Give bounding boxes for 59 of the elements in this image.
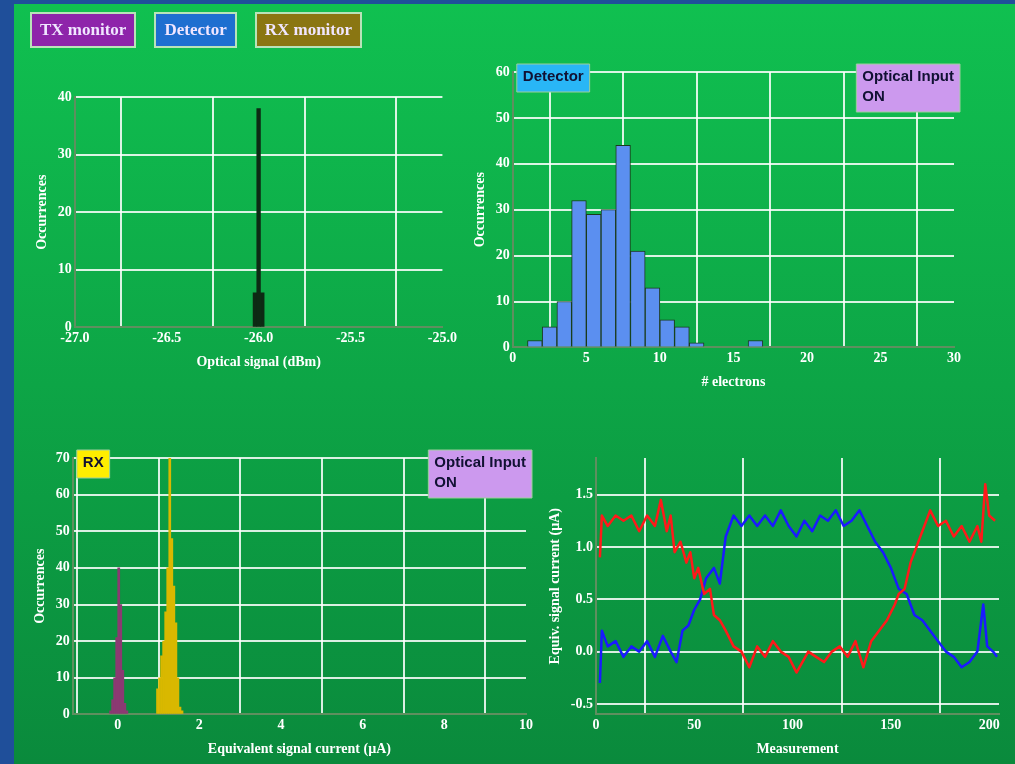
x-axis-title: Equivalent signal current (µA) — [207, 741, 392, 758]
x-tick-label: 20 — [799, 350, 814, 366]
y-tick-label: 70 — [55, 449, 70, 465]
x-tick-label: 150 — [880, 717, 902, 733]
x-tick-label: 10 — [519, 717, 533, 733]
y-tick-label: 60 — [495, 63, 510, 79]
y-tick-label: -0.5 — [570, 695, 593, 711]
x-tick-label: -26.5 — [152, 330, 182, 346]
y-tick-label: 20 — [55, 632, 70, 648]
y-axis-title: Occurrences — [472, 171, 488, 248]
y-tick-label: 20 — [57, 203, 72, 219]
annotation: Optical Input ON — [434, 452, 527, 490]
y-tick-label: 30 — [55, 596, 70, 612]
y-tick-label: 40 — [55, 559, 70, 575]
text: Detector — [154, 12, 237, 48]
x-tick-label: -26.0 — [244, 330, 274, 346]
y-tick-label: 0.5 — [575, 590, 593, 606]
x-tick-label: 5 — [582, 350, 590, 366]
x-tick-label: 30 — [947, 350, 961, 366]
y-tick-label: 30 — [495, 201, 510, 217]
y-tick-label: 10 — [57, 261, 72, 277]
x-tick-label: 6 — [359, 717, 367, 733]
x-tick-label: 8 — [440, 717, 448, 733]
y-tick-label: 0 — [62, 706, 70, 722]
y-tick-label: 20 — [495, 247, 510, 263]
x-tick-label: -25.0 — [427, 330, 457, 346]
text: TX monitor — [30, 12, 137, 48]
y-axis-title: Occurrences — [32, 548, 48, 624]
text: RX monitor — [254, 12, 363, 48]
y-axis-title: Equiv. signal current (µA) — [547, 507, 564, 665]
x-axis-title: Optical signal (dBm) — [196, 354, 322, 371]
annotation: Detector — [522, 66, 584, 84]
x-tick-label: -27.0 — [60, 330, 90, 346]
x-axis-title: # electrons — [701, 374, 766, 390]
y-tick-label: 1.0 — [575, 538, 593, 554]
y-tick-label: 40 — [57, 88, 72, 104]
y-tick-label: 50 — [495, 109, 510, 125]
x-tick-label: 15 — [726, 350, 741, 366]
y-tick-label: 30 — [57, 146, 72, 162]
x-tick-label: 25 — [873, 350, 888, 366]
y-axis-title: Occurrences — [34, 174, 50, 250]
x-tick-label: 2 — [195, 717, 203, 733]
y-tick-label: 60 — [55, 486, 70, 502]
y-tick-label: 10 — [55, 669, 70, 685]
x-tick-label: 10 — [652, 350, 667, 366]
y-tick-label: 50 — [55, 522, 70, 538]
x-tick-label: 100 — [782, 717, 804, 733]
annotation: Optical Input ON — [862, 66, 955, 104]
y-tick-label: 40 — [495, 155, 510, 171]
y-tick-label: 0.0 — [575, 643, 593, 659]
annotation: RX — [82, 452, 104, 470]
x-tick-label: 0 — [114, 717, 122, 733]
x-tick-label: 4 — [277, 717, 285, 733]
y-tick-label: 1.5 — [575, 486, 593, 502]
x-tick-label: 200 — [978, 717, 1000, 733]
x-axis-title: Measurement — [756, 741, 839, 757]
x-tick-label: -25.5 — [335, 330, 366, 346]
x-tick-label: 50 — [687, 717, 702, 733]
y-tick-label: 10 — [495, 293, 510, 309]
